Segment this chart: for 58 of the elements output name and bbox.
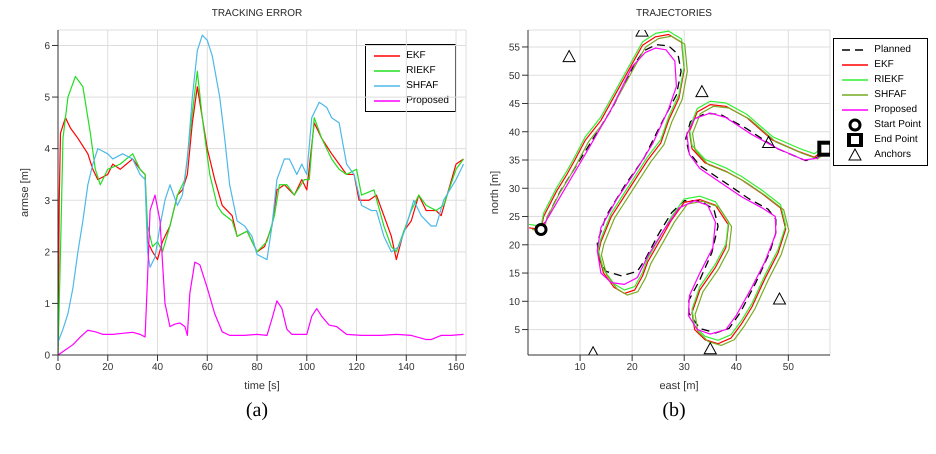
y-axis-title: armse [m]	[18, 168, 31, 217]
legend-label: Proposed	[406, 95, 449, 106]
y-tick-label: 50	[508, 70, 520, 82]
y-tick-label: 20	[508, 240, 520, 252]
legend-label: RIEKF	[874, 74, 904, 85]
y-tick-label: 2	[44, 247, 50, 258]
y-tick-label: 15	[508, 268, 520, 280]
x-tick-label: 160	[448, 362, 465, 374]
y-tick-label: 40	[508, 127, 520, 138]
legend-label: Proposed	[874, 104, 918, 115]
y-tick-label: 5	[44, 92, 50, 104]
y-tick-label: 5	[514, 325, 520, 336]
x-tick-label: 50	[782, 362, 794, 374]
point	[704, 342, 717, 354]
x-tick-label: 20	[626, 362, 638, 374]
y-tick-label: 4	[44, 144, 50, 156]
x-tick-label: 80	[251, 362, 264, 374]
legend-label: SHFAF	[874, 89, 907, 100]
legend-label: EKF	[874, 59, 894, 70]
legend-label: EKF	[406, 50, 426, 61]
point	[695, 85, 708, 98]
legend-label: RIEKF	[406, 65, 436, 76]
chart-title: TRACKING ERROR	[210, 8, 304, 21]
y-tick-label: 55	[508, 42, 520, 54]
legend-label: End Point	[874, 134, 918, 145]
y-tick-label: 3	[44, 196, 50, 207]
point	[534, 223, 548, 236]
x-tick-label: 60	[202, 362, 214, 374]
y-tick-label: 0	[44, 350, 50, 362]
x-tick-label: 10	[574, 362, 586, 374]
x-tick-label: 40	[730, 362, 742, 374]
x-axis-title: east [m]	[659, 380, 699, 392]
y-tick-label: 30	[508, 184, 520, 195]
y-tick-label: 25	[508, 212, 520, 224]
legend-label: Anchors	[874, 149, 911, 160]
x-tick-label: 100	[298, 362, 316, 374]
y-tick-label: 45	[508, 99, 520, 110]
y-tick-label: 10	[508, 296, 520, 308]
text: (a)	[244, 399, 270, 422]
point	[772, 292, 786, 305]
y-axis-title: north [m]	[488, 170, 501, 214]
y-tick-label: 35	[508, 156, 520, 167]
x-tick-label: 20	[102, 362, 114, 374]
legend-label: Start Point	[874, 119, 921, 130]
x-tick-label: 30	[678, 362, 690, 374]
point	[562, 50, 576, 62]
legend-label: Planned	[874, 44, 911, 55]
x-tick-label: 0	[55, 362, 62, 374]
y-tick-label: 6	[44, 41, 50, 52]
text: (b)	[661, 399, 687, 422]
y-tick-label: 1	[44, 298, 50, 310]
chart-title: TRAJECTORIES	[635, 8, 713, 21]
point	[762, 136, 776, 148]
x-tick-label: 140	[398, 362, 416, 374]
x-tick-label: 40	[152, 362, 164, 374]
x-tick-label: 120	[348, 362, 366, 374]
x-axis-title: time [s]	[244, 380, 280, 392]
legend-label: SHFAF	[406, 80, 438, 91]
